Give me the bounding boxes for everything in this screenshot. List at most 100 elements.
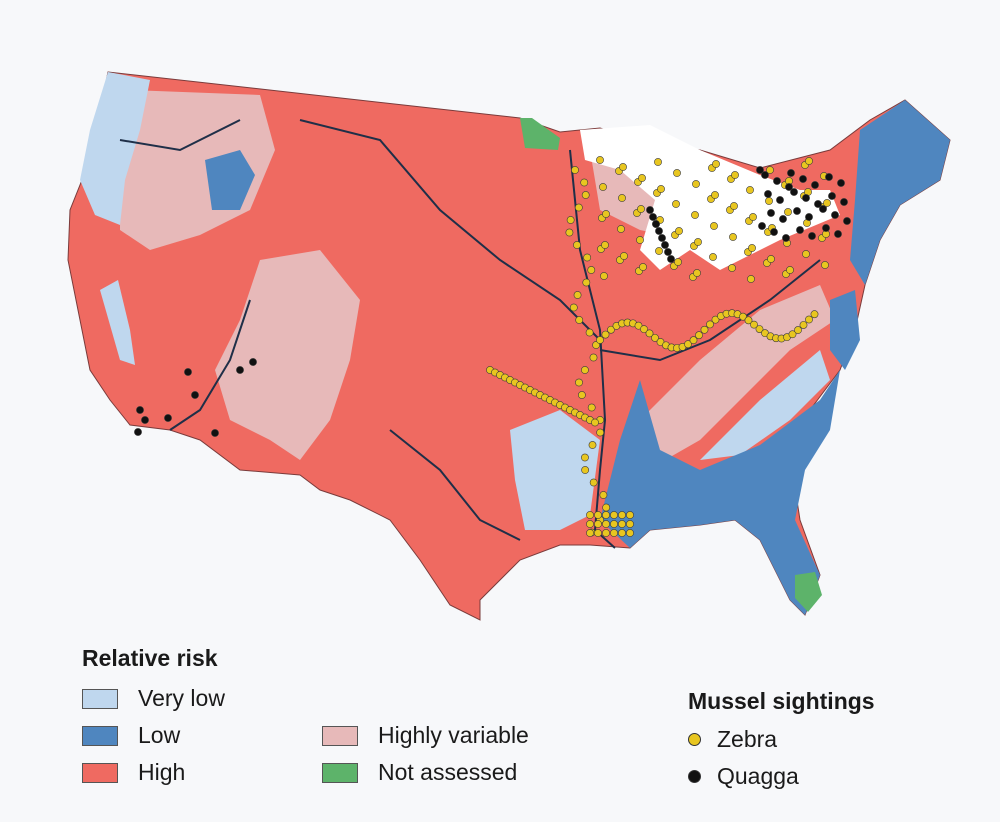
zebra-sighting xyxy=(637,205,645,213)
zebra-sighting xyxy=(602,511,610,519)
zebra-sighting xyxy=(569,303,578,312)
zebra-sighting xyxy=(594,511,602,519)
legend-item-zebra: Zebra xyxy=(688,721,968,758)
zebra-sighting xyxy=(711,191,719,199)
zebra-sighting xyxy=(823,199,831,207)
quagga-sighting xyxy=(191,391,199,399)
region-not-assessed-mn xyxy=(520,118,560,150)
legend-label-not-assessed: Not assessed xyxy=(378,759,518,785)
zebra-sighting xyxy=(602,210,610,218)
quagga-sighting xyxy=(646,206,654,214)
zebra-sighting xyxy=(575,316,584,324)
quagga-sightings xyxy=(134,166,851,437)
zebra-sighting xyxy=(706,320,714,329)
zebra-sighting xyxy=(596,156,604,164)
zebra-sighting xyxy=(794,326,802,334)
zebra-sighting xyxy=(610,529,618,537)
quagga-sighting xyxy=(843,217,851,225)
zebra-sighting xyxy=(602,529,610,537)
quagga-sighting xyxy=(655,227,663,235)
quagga-sighting xyxy=(840,198,848,206)
zebra-sighting xyxy=(786,266,794,274)
region-very-low-lower-miss xyxy=(510,410,600,530)
quagga-sighting xyxy=(649,213,657,221)
zebra-sighting xyxy=(766,166,774,174)
quagga-sighting xyxy=(761,171,769,179)
quagga-sighting xyxy=(785,183,793,191)
zebra-sighting xyxy=(799,321,808,329)
zebra-sighting xyxy=(571,166,579,174)
zebra-sighting xyxy=(574,203,583,212)
region-low-northeast xyxy=(850,100,950,285)
legend-risk-col-1: Very low Low High xyxy=(82,680,322,791)
zebra-sighting xyxy=(638,174,646,182)
zebra-sighting xyxy=(626,520,634,528)
zebra-sighting xyxy=(581,366,589,374)
zebra-sighting xyxy=(744,316,753,325)
zebra-sighting xyxy=(710,222,718,230)
zebra-sighting xyxy=(674,258,682,266)
zebra-sighting xyxy=(691,211,699,219)
legend-label-very-low: Very low xyxy=(138,685,225,711)
quagga-sighting xyxy=(825,173,833,181)
quagga-sighting xyxy=(141,416,149,424)
zebra-sighting xyxy=(581,453,589,462)
zebra-sighting xyxy=(767,255,775,263)
quagga-sighting xyxy=(667,255,675,263)
zebra-sighting xyxy=(618,529,626,537)
zebra-sighting xyxy=(684,340,692,349)
legend-item-not-assessed: Not assessed xyxy=(322,754,529,791)
legend-relative-risk: Relative risk Very low Low High Highly v… xyxy=(82,645,562,791)
legend-risk-col-2: Highly variable Not assessed xyxy=(322,680,529,791)
zebra-sighting xyxy=(654,158,662,166)
legend-item-highly-variable: Highly variable xyxy=(322,717,529,754)
zebra-sighting xyxy=(709,253,717,261)
zebra-sighting xyxy=(634,321,643,330)
quagga-sighting xyxy=(819,205,827,213)
zebra-sighting xyxy=(602,503,611,512)
region-very-low-sierra xyxy=(100,280,135,365)
zebra-sighting xyxy=(675,227,683,235)
quagga-sighting xyxy=(799,175,807,183)
quagga-sighting xyxy=(773,177,781,185)
zebra-sighting xyxy=(618,520,626,528)
quagga-sighting xyxy=(211,429,219,437)
quagga-sighting xyxy=(831,211,839,219)
quagga-sighting xyxy=(664,248,672,256)
zebra-sighting xyxy=(731,171,739,179)
zebra-sighting xyxy=(673,169,681,177)
quagga-sighting xyxy=(756,166,764,174)
quagga-sighting xyxy=(184,368,192,376)
zebra-sighting xyxy=(805,157,813,165)
quagga-sighting xyxy=(828,192,836,200)
zebra-sighting xyxy=(651,333,659,342)
zebra-sighting xyxy=(581,466,590,474)
legend-label-quagga: Quagga xyxy=(717,763,799,789)
zebra-sighting xyxy=(591,418,599,427)
zebra-sighting xyxy=(636,236,644,244)
legend-label-highly-variable: Highly variable xyxy=(378,722,529,748)
us-risk-map xyxy=(67,71,951,621)
quagga-sighting xyxy=(782,234,790,242)
swatch-low xyxy=(82,725,118,746)
zebra-sighting xyxy=(747,275,755,283)
region-not-assessed-fl xyxy=(795,572,822,612)
zebra-sighting xyxy=(746,186,754,194)
zebra-sighting xyxy=(693,269,701,277)
zebra-sighting xyxy=(599,491,608,499)
quagga-sighting xyxy=(758,222,766,230)
legend-label-zebra: Zebra xyxy=(717,726,778,752)
legend-label-low: Low xyxy=(138,722,181,748)
zebra-dot-icon xyxy=(688,733,701,746)
zebra-sighting xyxy=(589,478,598,487)
zebra-sighting xyxy=(587,266,596,274)
quagga-sighting xyxy=(802,194,810,202)
zebra-sighting xyxy=(566,216,575,224)
zebra-sighting xyxy=(586,511,594,519)
swatch-very-low xyxy=(82,688,118,709)
zebra-sighting xyxy=(583,253,592,262)
legend-mussel-sightings: Mussel sightings Zebra Quagga xyxy=(688,688,968,795)
zebra-sighting xyxy=(573,291,582,299)
region-low-southeast xyxy=(600,370,840,615)
legend-item-quagga: Quagga xyxy=(688,758,968,795)
